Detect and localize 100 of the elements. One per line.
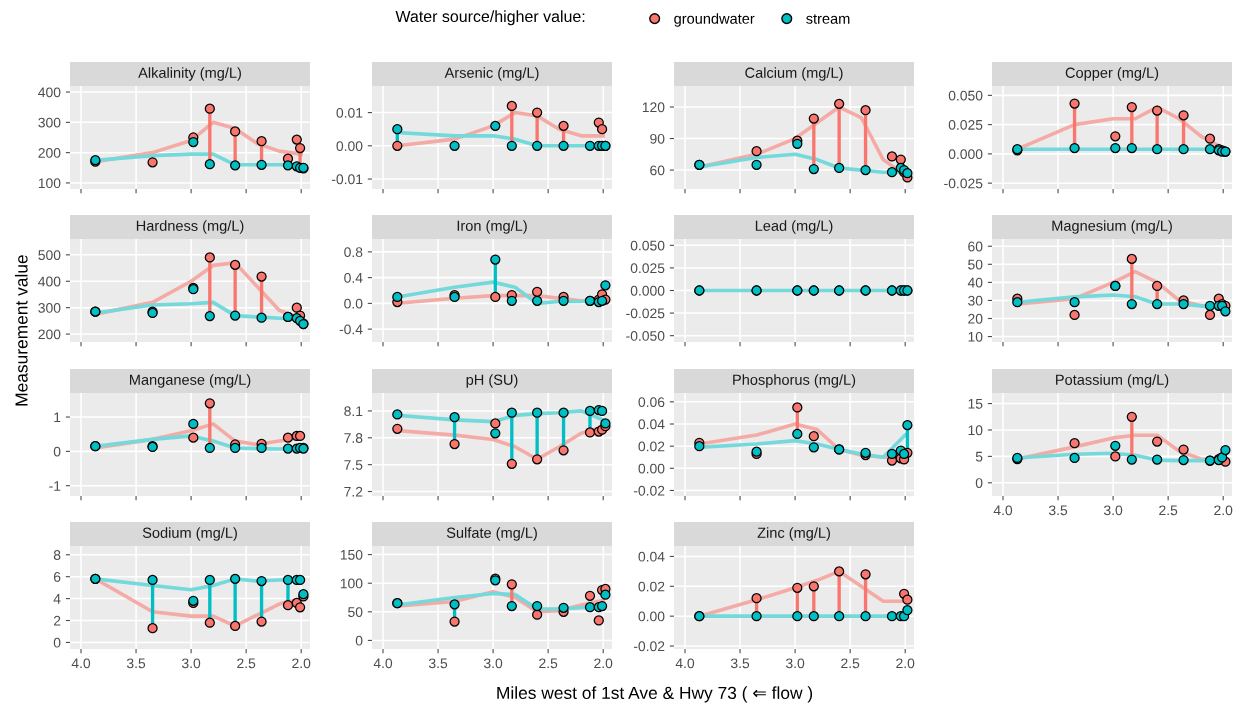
y-tick-label: 500 (38, 250, 61, 261)
y-tick-label: 0.000 (630, 285, 665, 296)
y-tick-label: -0.02 (633, 485, 665, 496)
y-tick-label: 0.050 (948, 90, 983, 101)
y-tick-label: -0.02 (633, 641, 665, 652)
y-tick-label: 5 (975, 451, 983, 462)
y-tick-label: 90 (650, 133, 665, 144)
chart-title: pH (SU) (466, 374, 518, 388)
x-tick-label: 3.0 (483, 658, 503, 669)
x-tick-label: 3.5 (428, 658, 448, 669)
y-tick-label: 0.00 (336, 141, 363, 151)
x-axis-title: Miles west of 1st Ave & Hwy 73 ( ⇐ flow ) (497, 686, 813, 703)
y-tick-label: 50 (348, 607, 363, 617)
y-tick-label: 7.5 (344, 460, 363, 470)
y-tick-label: 150 (340, 549, 363, 560)
y-tick-label: 40 (967, 277, 983, 288)
y-tick-label: 15 (968, 399, 983, 409)
x-tick-label: 3.0 (1103, 505, 1123, 516)
y-tick-label: -0.050 (626, 331, 665, 341)
legend-label: groundwater (674, 13, 755, 27)
y-tick-label: 0.02 (638, 441, 665, 452)
y-tick-label: 0.8 (344, 247, 363, 258)
x-tick-label: 2.5 (841, 658, 860, 669)
y-tick-label: 0 (975, 478, 983, 488)
x-tick-label: 4.0 (373, 658, 393, 669)
x-tick-label: 2.5 (539, 658, 558, 669)
y-tick-label: 8.1 (344, 406, 363, 417)
y-tick-label: 0.00 (638, 611, 665, 622)
x-tick-label: 2.0 (594, 658, 613, 669)
y-tick-label: 0.00 (638, 463, 665, 474)
x-tick-label: 2.5 (1159, 505, 1178, 516)
y-tick-label: 0.02 (638, 581, 665, 592)
y-tick-label: 400 (38, 87, 61, 98)
y-tick-label: 50 (968, 259, 983, 270)
y-tick-label: 300 (38, 117, 61, 128)
y-tick-label: 20 (968, 313, 983, 324)
y-tick-label: 0.06 (638, 397, 665, 408)
x-tick-label: 4.0 (675, 658, 695, 669)
y-tick-label: 0 (53, 446, 61, 457)
y-tick-label: 60 (650, 165, 665, 176)
legend-title: Water source/higher value: (395, 10, 585, 26)
chart-title: Sulfate (mg/L) (446, 527, 537, 541)
y-tick-label: -0.01 (331, 174, 363, 185)
y-tick-label: 100 (38, 178, 61, 189)
y-tick-label: 6 (53, 572, 61, 582)
y-tick-label: 100 (340, 578, 363, 589)
x-tick-label: 3.5 (126, 658, 146, 669)
y-tick-label: 0 (53, 637, 61, 648)
y-tick-label: 0.04 (638, 419, 665, 430)
chart-title: Sodium (mg/L) (142, 527, 237, 541)
y-tick-label: 1 (54, 412, 61, 423)
y-tick-label: 0.4 (344, 272, 363, 283)
y-tick-label: 200 (38, 329, 61, 340)
y-tick-label: 0.025 (948, 119, 983, 130)
y-tick-label: 2 (53, 615, 61, 626)
chart-title: Zinc (mg/L) (757, 527, 830, 541)
x-tick-label: 2.0 (292, 658, 311, 669)
y-tick-label: 120 (642, 102, 665, 113)
x-tick-label: 3.5 (1048, 505, 1068, 516)
x-tick-label: 2.0 (1214, 505, 1233, 516)
y-tick-label: 60 (968, 241, 983, 252)
chart-title: Magnesium (mg/L) (1052, 220, 1172, 234)
y-tick-label: -0.025 (626, 308, 665, 319)
chart-title: Copper (mg/L) (1065, 67, 1159, 81)
x-tick-label: 4.0 (71, 658, 91, 669)
x-tick-label: 2.0 (896, 658, 915, 669)
x-tick-label: 4.0 (993, 505, 1013, 516)
y-tick-label: -0.4 (339, 324, 363, 335)
chart-title: Phosphorus (mg/L) (733, 374, 856, 388)
y-tick-label: 8 (53, 550, 61, 560)
y-tick-label: 0.0 (344, 298, 363, 309)
chart-title: Alkalinity (mg/L) (138, 67, 241, 81)
chart-title: Arsenic (mg/L) (444, 67, 539, 81)
chart-title: Calcium (mg/L) (745, 67, 843, 81)
y-tick-label: -1 (49, 481, 61, 491)
x-tick-label: 3.0 (785, 658, 805, 669)
x-tick-label: 3.5 (730, 658, 750, 669)
y-tick-label: 300 (38, 303, 61, 313)
chart-title: Potassium (mg/L) (1056, 374, 1169, 388)
y-tick-label: 4 (53, 594, 61, 604)
y-tick-label: 0.000 (948, 149, 983, 160)
chart-title: Lead (mg/L) (755, 220, 833, 234)
y-tick-label: 0.050 (630, 240, 665, 251)
chart-title: Hardness (mg/L) (136, 220, 244, 234)
y-tick-label: 200 (38, 147, 61, 158)
y-tick-label: 7.8 (344, 433, 363, 443)
y-tick-label: 0.01 (336, 107, 363, 118)
y-tick-label: 0.04 (638, 551, 665, 562)
y-tick-label: 0 (355, 635, 363, 646)
chart-title: Manganese (mg/L) (130, 374, 251, 388)
y-tick-label: 10 (968, 425, 983, 436)
x-tick-label: 2.5 (237, 658, 256, 669)
x-tick-label: 3.0 (181, 658, 201, 669)
chart-title: Iron (mg/L) (457, 220, 527, 234)
y-tick-label: 30 (968, 295, 983, 306)
y-tick-label: -0.025 (944, 178, 983, 189)
y-tick-label: 0.025 (630, 263, 665, 274)
y-tick-label: 10 (968, 331, 983, 342)
y-axis-title: Measurement value (14, 255, 28, 406)
y-tick-label: 400 (38, 276, 61, 287)
